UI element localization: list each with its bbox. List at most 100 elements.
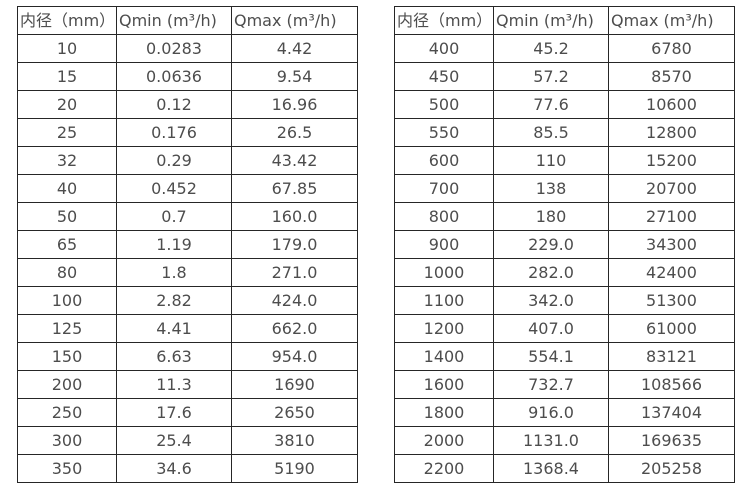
- table-row: 1600 732.7 108566: [394, 370, 735, 399]
- col-header-inner-diameter: 内径（mm）: [17, 6, 117, 35]
- table-row: 125 4.41 662.0: [17, 314, 358, 343]
- table-cell: 43.42: [231, 146, 358, 175]
- table-cell: 424.0: [231, 286, 358, 315]
- table-cell: 160.0: [231, 202, 358, 231]
- table-cell: 34300: [608, 230, 735, 259]
- table-row: 100 2.82 424.0: [17, 286, 358, 315]
- table-cell: 45.2: [493, 34, 609, 63]
- col-header-inner-diameter: 内径（mm）: [394, 6, 494, 35]
- table-cell: 350: [17, 454, 117, 483]
- table-cell: 83121: [608, 342, 735, 371]
- table-row: 32 0.29 43.42: [17, 146, 358, 175]
- flow-table-right-header: 内径（mm） Qmin (m³/h) Qmax (m³/h): [394, 6, 735, 35]
- table-cell: 229.0: [493, 230, 609, 259]
- table-cell: 125: [17, 314, 117, 343]
- table-row: 1800 916.0 137404: [394, 398, 735, 427]
- table-cell: 11.3: [116, 370, 232, 399]
- table-cell: 2650: [231, 398, 358, 427]
- table-cell: 3810: [231, 426, 358, 455]
- table-cell: 2.82: [116, 286, 232, 315]
- table-row: 250 17.6 2650: [17, 398, 358, 427]
- table-cell: 800: [394, 202, 494, 231]
- table-row: 15 0.0636 9.54: [17, 62, 358, 91]
- table-cell: 1368.4: [493, 454, 609, 483]
- table-cell: 282.0: [493, 258, 609, 287]
- table-cell: 4.42: [231, 34, 358, 63]
- table-cell: 0.29: [116, 146, 232, 175]
- table-cell: 2200: [394, 454, 494, 483]
- table-cell: 180: [493, 202, 609, 231]
- table-cell: 0.0283: [116, 34, 232, 63]
- table-cell: 138: [493, 174, 609, 203]
- table-cell: 1690: [231, 370, 358, 399]
- header-row: 内径（mm） Qmin (m³/h) Qmax (m³/h): [17, 6, 358, 35]
- flow-table-right: 内径（mm） Qmin (m³/h) Qmax (m³/h) 400 45.2 67…: [394, 6, 735, 483]
- table-cell: 110: [493, 146, 609, 175]
- table-row: 500 77.6 10600: [394, 90, 735, 119]
- table-cell: 1100: [394, 286, 494, 315]
- table-cell: 916.0: [493, 398, 609, 427]
- table-cell: 179.0: [231, 230, 358, 259]
- table-row: 200 11.3 1690: [17, 370, 358, 399]
- table-row: 25 0.176 26.5: [17, 118, 358, 147]
- table-cell: 205258: [608, 454, 735, 483]
- table-cell: 9.54: [231, 62, 358, 91]
- table-row: 800 180 27100: [394, 202, 735, 231]
- table-row: 80 1.8 271.0: [17, 258, 358, 287]
- table-cell: 27100: [608, 202, 735, 231]
- table-cell: 1400: [394, 342, 494, 371]
- flow-table-left-body: 10 0.0283 4.42 15 0.0636 9.54 20 0.12 16.96 25 0.1…: [17, 34, 358, 483]
- table-cell: 77.6: [493, 90, 609, 119]
- table-row: 50 0.7 160.0: [17, 202, 358, 231]
- table-cell: 80: [17, 258, 117, 287]
- table-cell: 662.0: [231, 314, 358, 343]
- table-cell: 250: [17, 398, 117, 427]
- table-cell: 1131.0: [493, 426, 609, 455]
- table-cell: 12800: [608, 118, 735, 147]
- col-header-qmin: Qmin (m³/h): [493, 6, 609, 35]
- table-cell: 15200: [608, 146, 735, 175]
- table-cell: 67.85: [231, 174, 358, 203]
- table-cell: 1600: [394, 370, 494, 399]
- table-cell: 600: [394, 146, 494, 175]
- table-cell: 8570: [608, 62, 735, 91]
- flow-table-left-header: 内径（mm） Qmin (m³/h) Qmax (m³/h): [17, 6, 358, 35]
- table-cell: 550: [394, 118, 494, 147]
- table-cell: 10: [17, 34, 117, 63]
- table-row: 400 45.2 6780: [394, 34, 735, 63]
- table-row: 1000 282.0 42400: [394, 258, 735, 287]
- table-cell: 0.0636: [116, 62, 232, 91]
- table-cell: 342.0: [493, 286, 609, 315]
- table-cell: 17.6: [116, 398, 232, 427]
- table-cell: 0.7: [116, 202, 232, 231]
- table-cell: 100: [17, 286, 117, 315]
- table-cell: 61000: [608, 314, 735, 343]
- table-cell: 40: [17, 174, 117, 203]
- table-cell: 50: [17, 202, 117, 231]
- table-cell: 65: [17, 230, 117, 259]
- table-row: 600 110 15200: [394, 146, 735, 175]
- table-cell: 2000: [394, 426, 494, 455]
- table-row: 2200 1368.4 205258: [394, 454, 735, 483]
- table-cell: 5190: [231, 454, 358, 483]
- table-cell: 1800: [394, 398, 494, 427]
- table-row: 700 138 20700: [394, 174, 735, 203]
- table-cell: 32: [17, 146, 117, 175]
- table-cell: 407.0: [493, 314, 609, 343]
- table-cell: 57.2: [493, 62, 609, 91]
- table-cell: 34.6: [116, 454, 232, 483]
- col-header-qmin: Qmin (m³/h): [116, 6, 232, 35]
- table-cell: 26.5: [231, 118, 358, 147]
- table-row: 2000 1131.0 169635: [394, 426, 735, 455]
- table-cell: 137404: [608, 398, 735, 427]
- table-row: 65 1.19 179.0: [17, 230, 358, 259]
- table-cell: 108566: [608, 370, 735, 399]
- table-cell: 500: [394, 90, 494, 119]
- table-cell: 42400: [608, 258, 735, 287]
- table-cell: 700: [394, 174, 494, 203]
- table-cell: 200: [17, 370, 117, 399]
- table-cell: 1.8: [116, 258, 232, 287]
- table-cell: 954.0: [231, 342, 358, 371]
- table-cell: 400: [394, 34, 494, 63]
